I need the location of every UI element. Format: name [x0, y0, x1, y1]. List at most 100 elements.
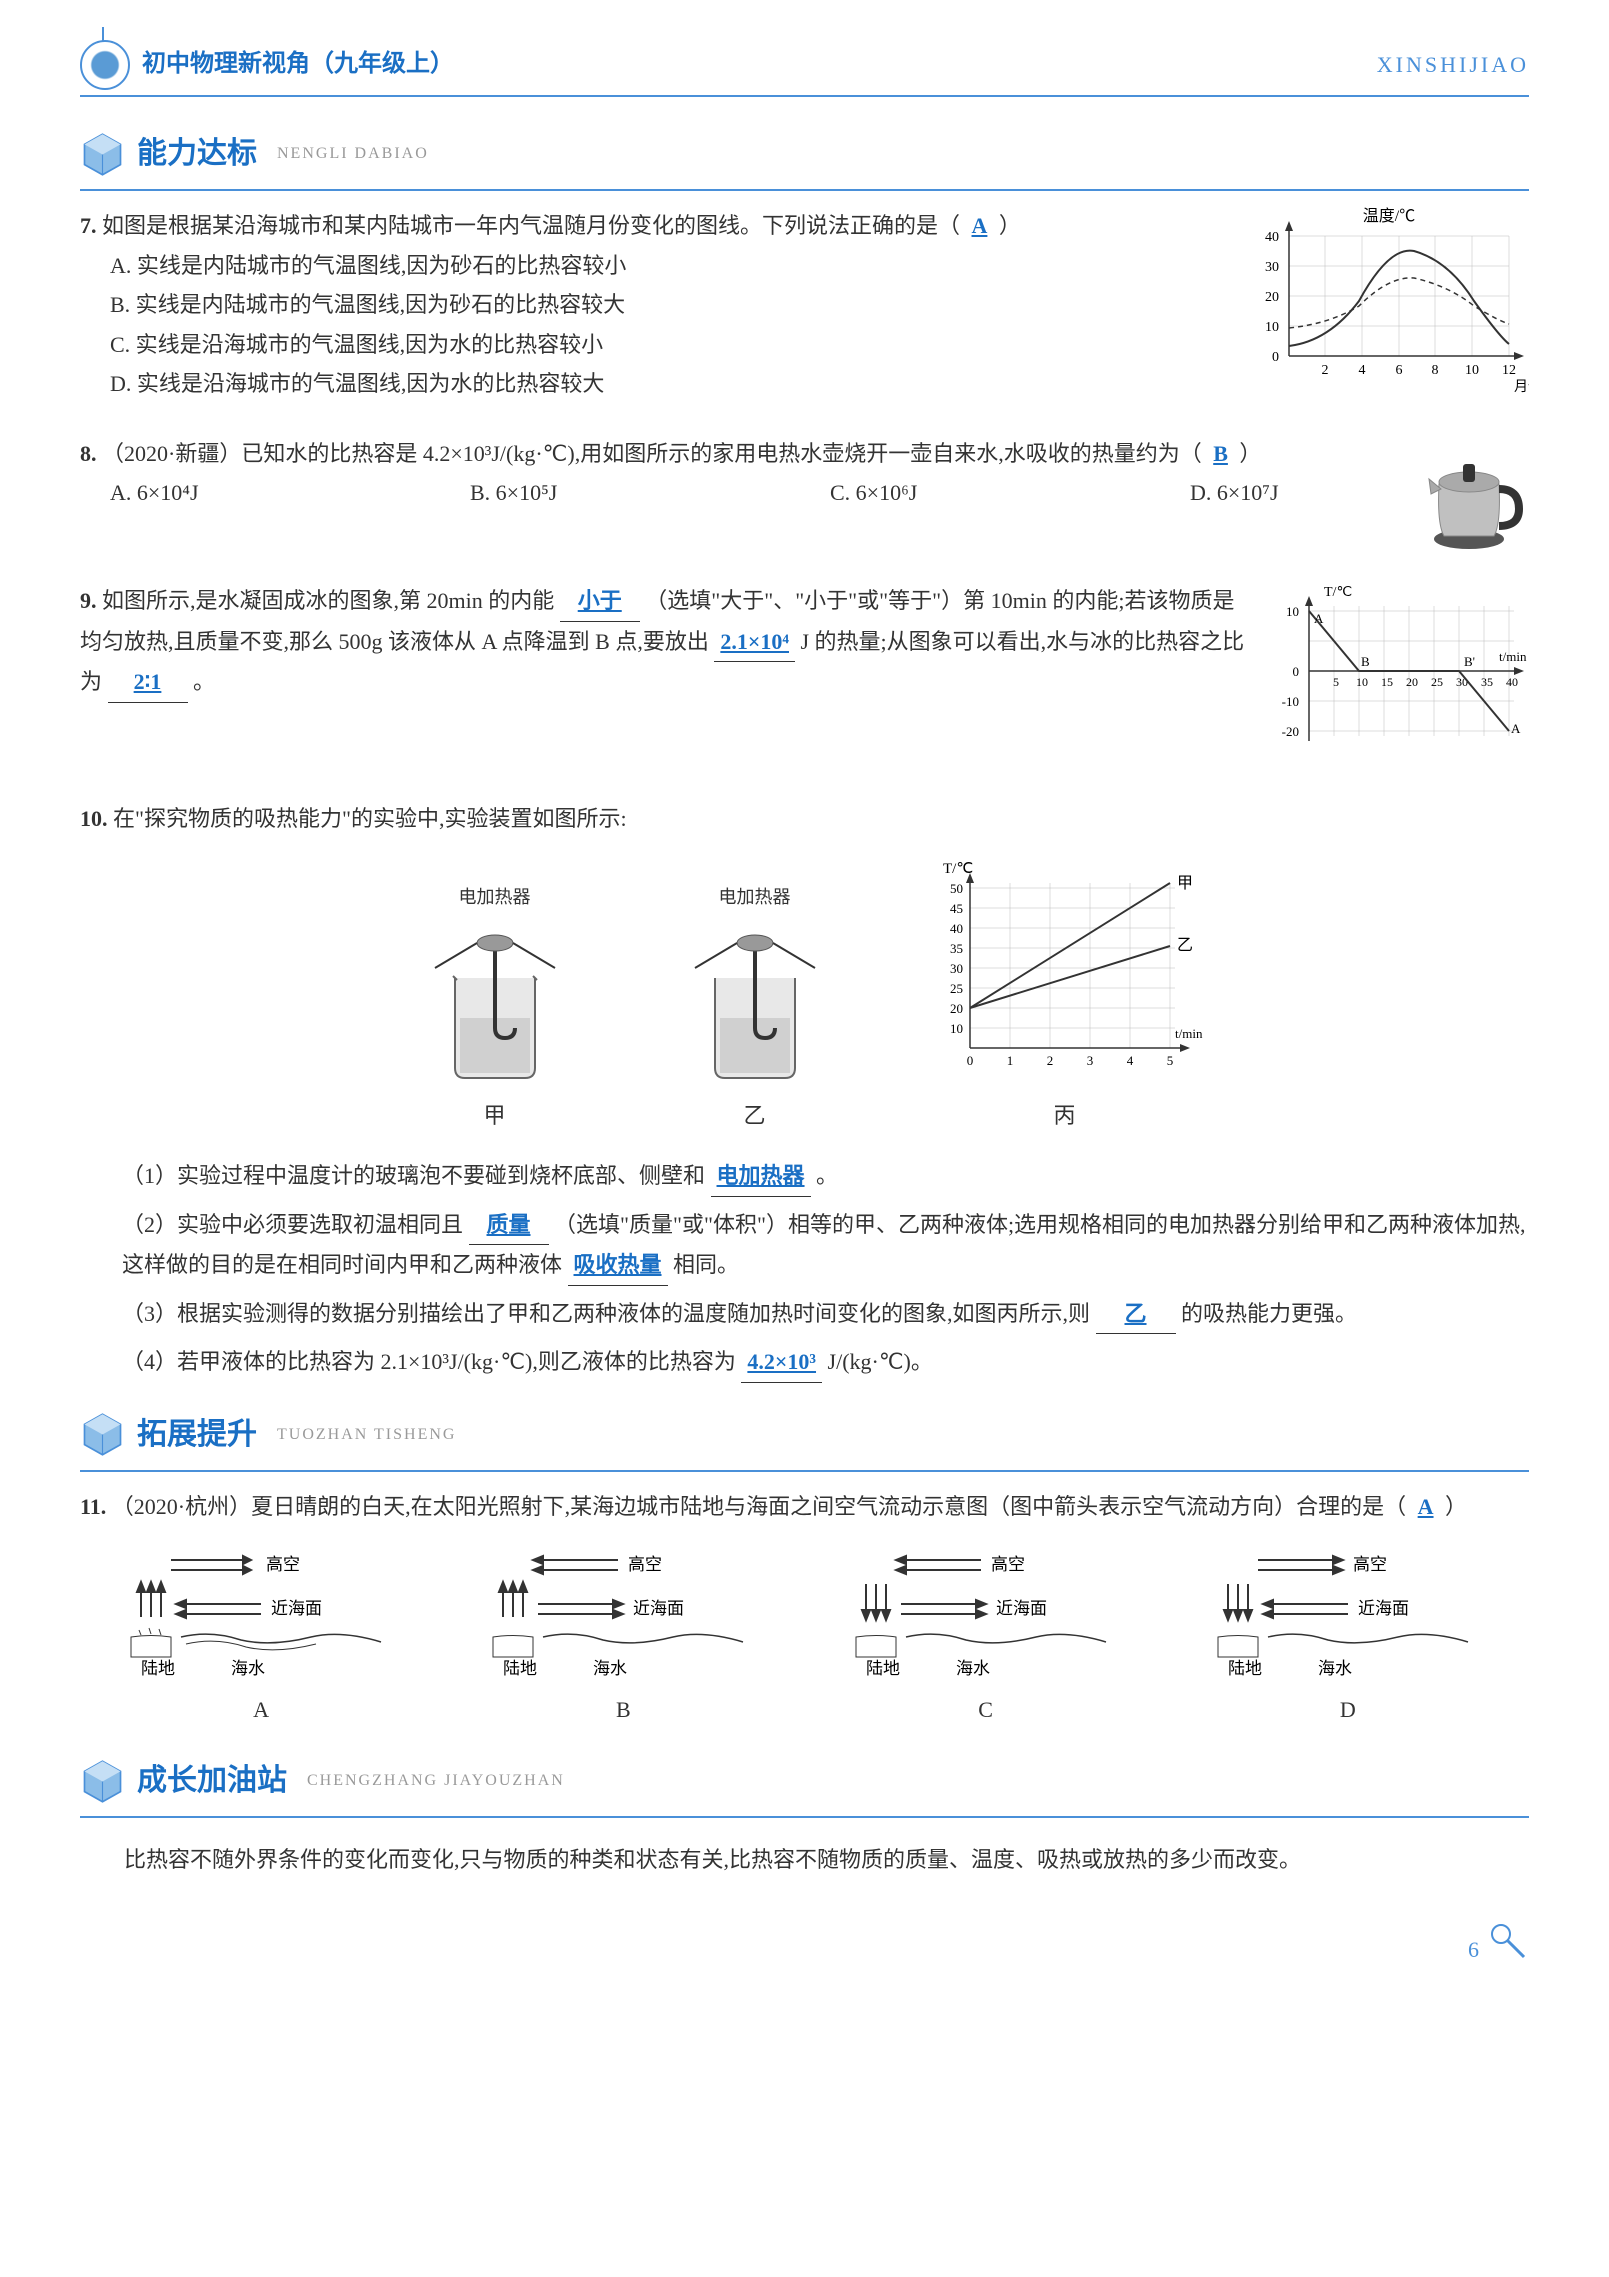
label-yi: 乙 — [743, 1096, 765, 1136]
opt-label: D — [1340, 1690, 1356, 1730]
svg-text:月份: 月份 — [1514, 379, 1529, 395]
s4t2: J/(kg·℃)。 — [828, 1349, 933, 1374]
q7-answer: A — [966, 213, 994, 238]
s4ans: 4.2×10³ — [741, 1342, 822, 1383]
s2t1: （2）实验中必须要选取初温相同且 — [122, 1212, 463, 1237]
svg-text:海水: 海水 — [1318, 1659, 1352, 1678]
q8-text1: （2020·新疆）已知水的比热容是 4.2×10³J/(kg·℃),用如图所示的… — [102, 441, 1202, 466]
svg-text:陆地: 陆地 — [1228, 1659, 1262, 1678]
q11-answer: A — [1412, 1494, 1440, 1519]
svg-text:B': B' — [1464, 654, 1475, 669]
svg-text:5: 5 — [1166, 1053, 1173, 1068]
q11-text2: ） — [1445, 1494, 1467, 1519]
label-jia: 甲 — [483, 1096, 505, 1136]
svg-text:40: 40 — [950, 921, 963, 936]
svg-text:5: 5 — [1333, 675, 1339, 689]
q10-text1: 在"探究物质的吸热能力"的实验中,实验装置如图所示: — [113, 806, 627, 831]
svg-text:甲: 甲 — [1177, 875, 1193, 892]
section-subtitle: NENGLI DABIAO — [277, 140, 429, 169]
svg-text:1: 1 — [1006, 1053, 1013, 1068]
svg-text:近海面: 近海面 — [271, 1599, 322, 1618]
s3ans: 乙 — [1096, 1294, 1176, 1335]
label-bing: 丙 — [1053, 1096, 1075, 1136]
svg-text:温度/℃: 温度/℃ — [1363, 207, 1415, 225]
svg-text:近海面: 近海面 — [633, 1599, 684, 1618]
svg-text:40: 40 — [1265, 230, 1279, 245]
compass-icon — [80, 40, 130, 90]
svg-text:45: 45 — [950, 901, 963, 916]
section-header-nengli: 能力达标 NENGLI DABIAO — [80, 127, 1529, 191]
airflow-B: 高空 近海面 陆地海水 B — [483, 1542, 763, 1730]
svg-text:T/℃: T/℃ — [1324, 585, 1352, 600]
svg-text:40: 40 — [1506, 675, 1518, 689]
book-title: 初中物理新视角（九年级上） — [142, 43, 454, 86]
q-number: 8. — [80, 441, 97, 466]
svg-text:乙: 乙 — [1177, 937, 1193, 954]
svg-text:0: 0 — [1293, 664, 1300, 679]
svg-text:6: 6 — [1396, 363, 1403, 378]
q-number: 7. — [80, 213, 97, 238]
svg-text:-10: -10 — [1282, 694, 1299, 709]
opt-label: A — [253, 1690, 269, 1730]
svg-text:陆地: 陆地 — [866, 1659, 900, 1678]
question-11: 11. （2020·杭州）夏日晴朗的白天,在太阳光照射下,某海边城市陆地与海面之… — [80, 1487, 1529, 1729]
q10-figures: 电加热器 甲 电加热器 乙 — [80, 858, 1529, 1136]
opt-label: C — [978, 1690, 993, 1730]
page-footer: 6 — [80, 1922, 1529, 1978]
svg-text:陆地: 陆地 — [503, 1659, 537, 1678]
beaker-yi: 电加热器 乙 — [665, 881, 845, 1136]
svg-text:10: 10 — [1286, 604, 1299, 619]
airflow-C: 高空 近海面 陆地海水 C — [846, 1542, 1126, 1730]
svg-text:高空: 高空 — [628, 1555, 662, 1574]
svg-text:20: 20 — [1406, 675, 1418, 689]
svg-text:海水: 海水 — [593, 1659, 627, 1678]
svg-text:20: 20 — [1265, 290, 1279, 305]
q9-ans2: 2.1×10⁴ — [714, 622, 795, 663]
q-number: 9. — [80, 588, 97, 613]
q8-text2: ） — [1239, 441, 1261, 466]
svg-text:15: 15 — [1381, 675, 1393, 689]
page-header: 初中物理新视角（九年级上） XINSHIJIAO — [80, 40, 1529, 97]
svg-text:高空: 高空 — [266, 1555, 300, 1574]
header-left: 初中物理新视角（九年级上） — [80, 40, 454, 90]
section-title: 拓展提升 — [137, 1408, 257, 1462]
svg-text:10: 10 — [1265, 320, 1279, 335]
svg-text:-20: -20 — [1282, 724, 1299, 739]
svg-text:4: 4 — [1359, 363, 1366, 378]
svg-text:25: 25 — [950, 981, 963, 996]
q10-sub2: （2）实验中必须要选取初温相同且 质量 （选填"质量"或"体积"）相等的甲、乙两… — [122, 1205, 1529, 1286]
section-header-tuozhan: 拓展提升 TUOZHAN TISHENG — [80, 1408, 1529, 1472]
q8-optB: B. 6×10⁵J — [470, 473, 650, 513]
svg-text:35: 35 — [1481, 675, 1493, 689]
svg-text:35: 35 — [950, 941, 963, 956]
svg-text:25: 25 — [1431, 675, 1443, 689]
q8-answer: B — [1207, 441, 1234, 466]
chart-bing: T/℃ 50 45 40 35 30 25 — [925, 858, 1205, 1136]
question-7: 温度/℃ 40 30 20 10 0 2 4 6 8 10 12 — [80, 206, 1529, 419]
pin-icon — [1489, 1922, 1529, 1978]
section-subtitle: TUOZHAN TISHENG — [277, 1421, 456, 1450]
summary-text: 比热容不随外界条件的变化而变化,只与物质的种类和状态有关,比热容不随物质的质量、… — [80, 1838, 1529, 1882]
svg-text:12: 12 — [1502, 363, 1516, 378]
s2t3: 相同。 — [673, 1252, 739, 1277]
q8-optA: A. 6×10⁴J — [110, 473, 290, 513]
svg-text:10: 10 — [950, 1021, 963, 1036]
airflow-options: 高空 近海面 陆地 海水 A — [80, 1542, 1529, 1730]
question-8: 8. （2020·新疆）已知水的比热容是 4.2×10³J/(kg·℃),用如图… — [80, 434, 1529, 567]
q-number: 10. — [80, 806, 108, 831]
question-9: T/℃ 10 0 -10 -20 510 1520 2530 3540 t/mi… — [80, 581, 1529, 784]
q8-optC: C. 6×10⁶J — [830, 473, 1010, 513]
s1t2: 。 — [816, 1163, 838, 1188]
svg-text:高空: 高空 — [991, 1555, 1025, 1574]
q-number: 11. — [80, 1494, 106, 1519]
svg-text:海水: 海水 — [231, 1659, 265, 1678]
heater-label: 电加热器 — [459, 881, 531, 913]
q9-chart: T/℃ 10 0 -10 -20 510 1520 2530 3540 t/mi… — [1269, 581, 1529, 784]
s2ans1: 质量 — [469, 1205, 549, 1246]
svg-text:30: 30 — [950, 961, 963, 976]
cube-icon — [80, 1759, 125, 1804]
brand-text: XINSHIJIAO — [1377, 45, 1529, 85]
s3t2: 的吸热能力更强。 — [1181, 1301, 1357, 1326]
svg-text:30: 30 — [1265, 260, 1279, 275]
q7-chart: 温度/℃ 40 30 20 10 0 2 4 6 8 10 12 — [1249, 206, 1529, 419]
